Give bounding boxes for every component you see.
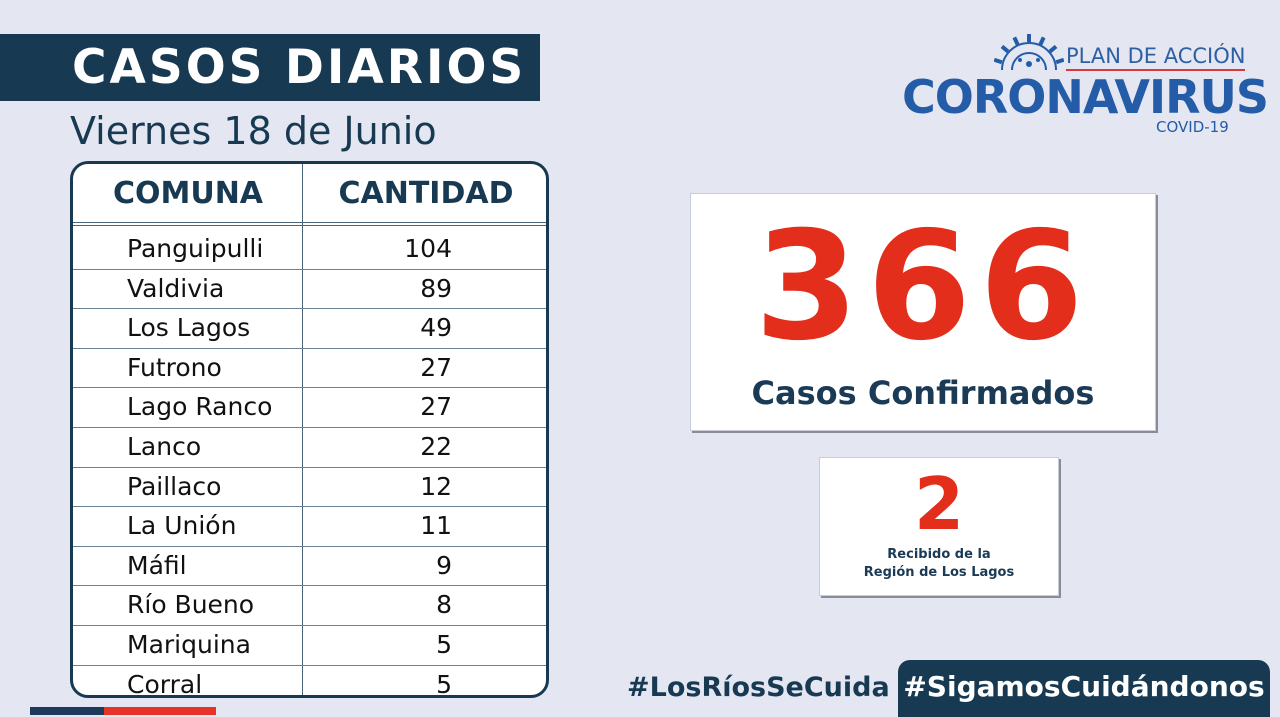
- cantidad-cell: 89: [420, 273, 452, 303]
- coronavirus-logo: PLAN DE ACCIÓN CORONAVIRUS COVID-19: [900, 34, 1269, 144]
- received-label-line-1: Recibido de la: [887, 547, 991, 562]
- logo-name: CORONAVIRUS: [902, 70, 1269, 124]
- total-cases-number: 366: [754, 200, 1092, 374]
- cantidad-cell: 8: [436, 590, 452, 620]
- hashtag-banner: #SigamosCuidándonos: [898, 660, 1270, 717]
- comuna-cell: Paillaco: [127, 471, 222, 501]
- total-cases-label: Casos Confirmados: [751, 374, 1095, 412]
- cantidad-cell: 27: [420, 392, 452, 422]
- comuna-cell: Valdivia: [127, 273, 225, 303]
- report-date: Viernes 18 de Junio: [70, 109, 437, 153]
- comuna-cell: Corral: [127, 669, 203, 698]
- hashtag-sigamos: #SigamosCuidándonos: [903, 670, 1265, 703]
- header-comuna: COMUNA: [112, 176, 264, 211]
- comuna-cell: Los Lagos: [127, 313, 251, 343]
- cantidad-cell: 5: [436, 629, 452, 659]
- footer-stripe-blue: [30, 707, 104, 715]
- hashtag-los-rios: #LosRíosSeCuida: [627, 672, 890, 703]
- table-row: La Unión 11: [73, 507, 546, 547]
- total-cases-card: 366 Casos Confirmados: [690, 193, 1156, 431]
- comuna-cell: Río Bueno: [127, 590, 255, 620]
- comuna-cell: La Unión: [127, 511, 237, 541]
- comuna-cell: Máfil: [127, 550, 187, 580]
- sun-globe-icon: [994, 34, 1064, 71]
- cantidad-cell: 104: [404, 234, 452, 263]
- table-row: Valdivia 89: [73, 270, 546, 310]
- table-row: Mariquina 5: [73, 626, 546, 666]
- table-row: Paillaco 12: [73, 468, 546, 508]
- logo-subtitle: COVID-19: [1156, 118, 1229, 136]
- cantidad-cell: 11: [420, 511, 452, 541]
- cantidad-cell: 22: [420, 431, 452, 461]
- cantidad-cell: 12: [420, 471, 452, 501]
- received-cases-card: 2 Recibido de la Región de Los Lagos: [819, 457, 1059, 596]
- comuna-cell: Panguipulli: [127, 234, 264, 263]
- received-cases-label: Recibido de la Región de Los Lagos: [820, 546, 1058, 582]
- cantidad-cell: 5: [436, 669, 452, 698]
- comuna-cell: Lago Ranco: [127, 392, 273, 422]
- cantidad-cell: 27: [420, 352, 452, 382]
- table-row: Corral 5: [73, 666, 546, 698]
- comuna-cell: Mariquina: [127, 629, 251, 659]
- column-divider: [302, 164, 303, 695]
- table-row: Los Lagos 49: [73, 309, 546, 349]
- page-title: CASOS DIARIOS: [72, 40, 527, 95]
- logo-plan-text: PLAN DE ACCIÓN: [1066, 44, 1246, 71]
- table-row: Panguipulli 104: [73, 230, 546, 270]
- cases-table: COMUNA CANTIDAD Panguipulli 104 Valdivia 8…: [70, 161, 549, 698]
- comuna-cell: Lanco: [127, 431, 202, 461]
- table-body: Panguipulli 104 Valdivia 89 Los Lagos 49 Fu…: [73, 230, 546, 698]
- comuna-cell: Futrono: [127, 352, 222, 382]
- table-row: Lanco 22: [73, 428, 546, 468]
- footer-stripe-red: [104, 707, 216, 715]
- table-row: Río Bueno 8: [73, 586, 546, 626]
- header-cantidad: CANTIDAD: [338, 176, 514, 211]
- table-row: Lago Ranco 27: [73, 388, 546, 428]
- cantidad-cell: 49: [420, 313, 452, 343]
- table-row: Futrono 27: [73, 349, 546, 389]
- table-header: COMUNA CANTIDAD: [73, 164, 546, 226]
- title-bar: [0, 34, 540, 101]
- received-cases-number: 2: [913, 462, 965, 546]
- cantidad-cell: 9: [436, 550, 452, 580]
- table-row: Máfil 9: [73, 547, 546, 587]
- received-label-line-2: Región de Los Lagos: [863, 565, 1015, 580]
